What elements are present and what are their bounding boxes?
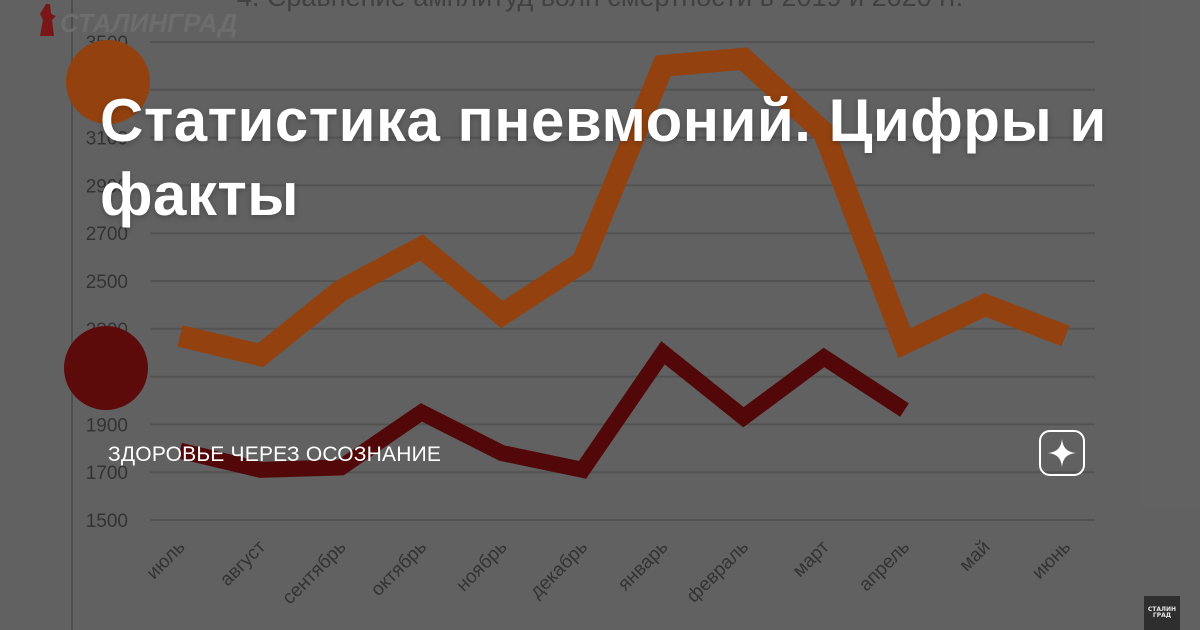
series-lines bbox=[177, 47, 1070, 479]
sparkle-star-icon bbox=[1048, 439, 1076, 467]
legend-marker-orange bbox=[66, 40, 150, 124]
y-tick-label: 1500 bbox=[86, 511, 128, 532]
series-line-2 bbox=[178, 341, 909, 479]
channel-name: ЗДОРОВЬЕ ЧЕРЕЗ ОСОЗНАНИЕ bbox=[108, 443, 442, 466]
watermark-text: СТАЛИНГРАД bbox=[60, 8, 238, 38]
y-tick-label: 2900 bbox=[86, 176, 128, 197]
y-tick-label: 1700 bbox=[86, 463, 128, 484]
statue-logo-icon bbox=[40, 4, 56, 36]
y-tick-label: 1900 bbox=[86, 415, 128, 436]
sparkle-star-button[interactable] bbox=[1039, 430, 1085, 476]
series-line-1 bbox=[177, 47, 1070, 368]
article-headline: Статистика пневмоний. Цифры и факты bbox=[100, 87, 1107, 228]
chart-title: 4. Сравнение амплитуд волн смертности в … bbox=[237, 0, 963, 12]
y-tick-label: 2700 bbox=[86, 224, 128, 245]
corner-logo: СТАЛИН ГРАД bbox=[1144, 596, 1180, 630]
legend-marker-red bbox=[64, 326, 148, 410]
corner-logo-text: СТАЛИН ГРАД bbox=[1147, 606, 1177, 619]
y-tick-label: 2500 bbox=[86, 272, 128, 293]
y-tick-label: 3100 bbox=[86, 129, 128, 150]
